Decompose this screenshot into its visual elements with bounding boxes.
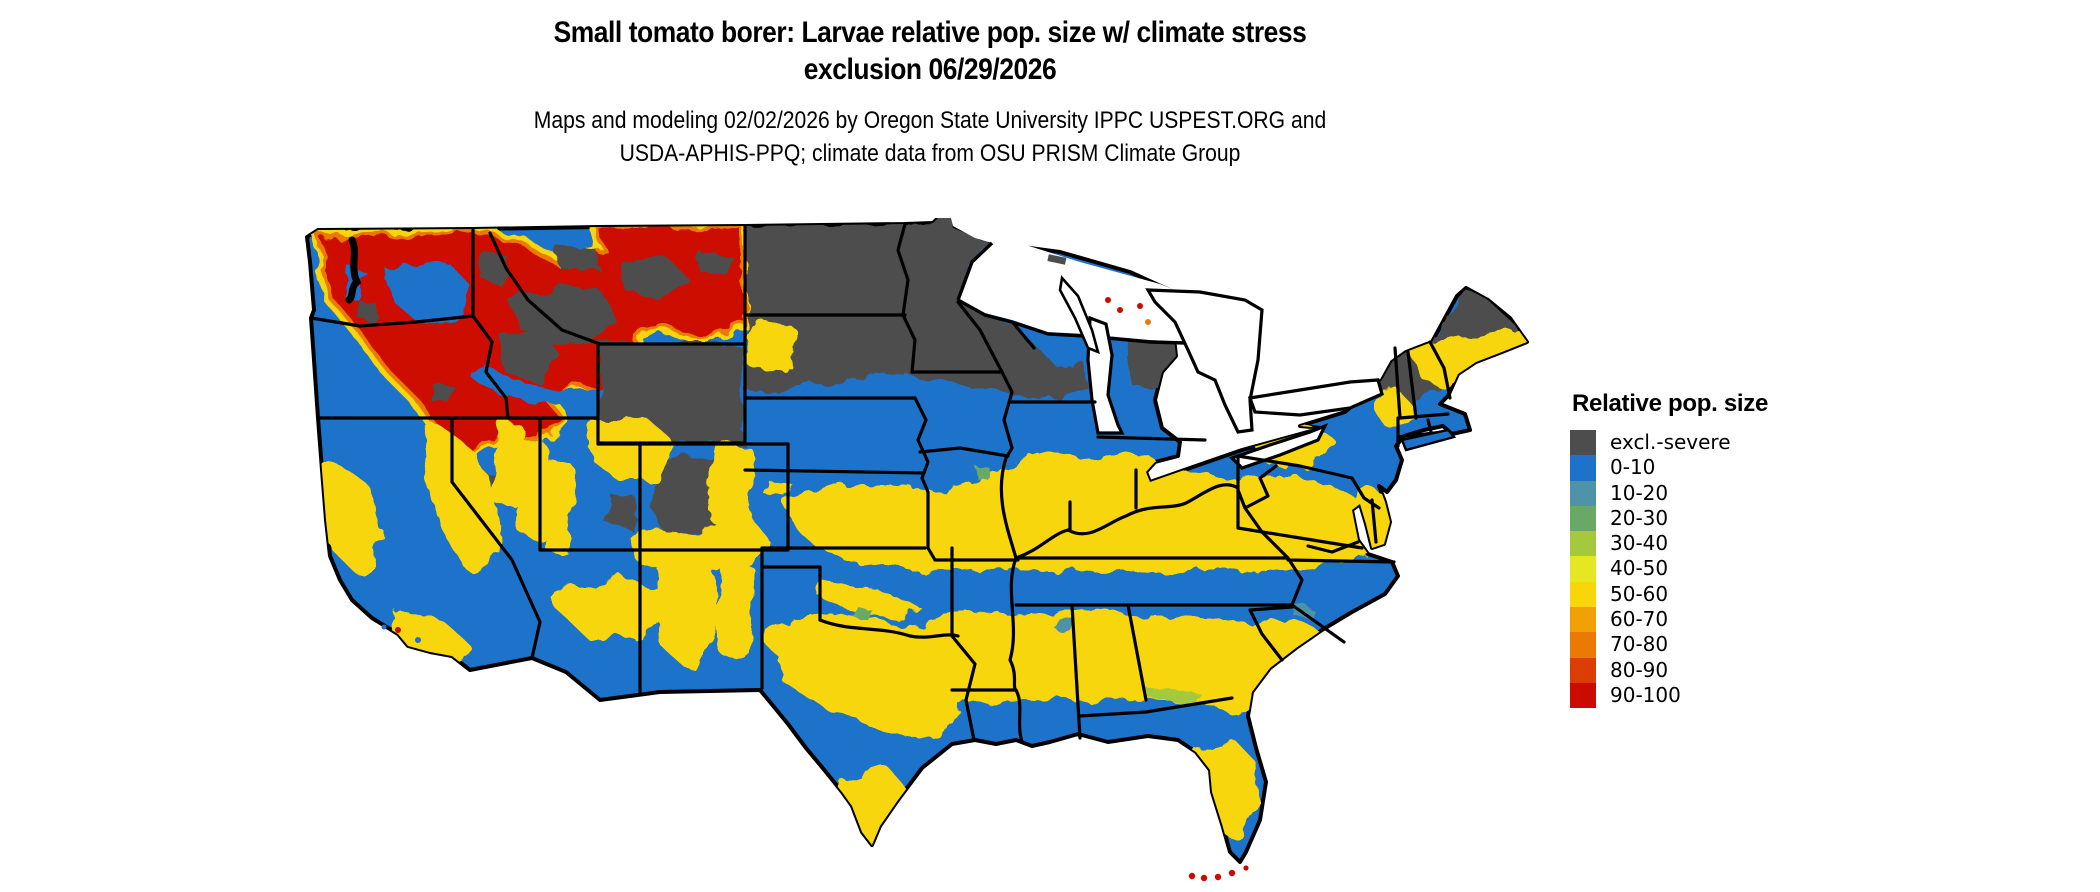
lake-huron — [1145, 288, 1264, 434]
legend-swatch — [1570, 581, 1596, 608]
legend-row: 60-70 — [1570, 607, 1768, 633]
legend-label: 60-70 — [1610, 607, 1669, 632]
legend: Relative pop. size excl.-severe 0-10 10-20… — [1570, 390, 1768, 709]
legend-label: 0-10 — [1610, 455, 1656, 480]
legend-label: 40-50 — [1610, 556, 1669, 581]
legend-swatch — [1570, 607, 1596, 633]
legend-label: excl.-severe — [1610, 430, 1731, 454]
state-borders — [309, 222, 1452, 744]
us-risk-map — [300, 218, 1540, 890]
map-subtitle-line1: Maps and modeling 02/02/2026 by Oregon S… — [533, 107, 1327, 134]
map-subtitle: Maps and modeling 02/02/2026 by Oregon S… — [112, 104, 1749, 170]
legend-row: excl.-severe — [1570, 430, 1768, 456]
legend-row: 70-80 — [1570, 632, 1768, 658]
legend-row: 0-10 — [1570, 455, 1768, 481]
map-title-line2: exclusion 06/29/2026 — [803, 53, 1057, 86]
legend-row: 50-60 — [1570, 581, 1768, 608]
legend-swatch — [1570, 480, 1596, 506]
legend-row: 20-30 — [1570, 505, 1768, 532]
legend-swatch — [1570, 556, 1596, 582]
puget-sound — [345, 236, 362, 304]
legend-swatch — [1570, 505, 1596, 532]
legend-rows: excl.-severe 0-10 10-20 20-30 30-40 40-50 50-6… — [1570, 430, 1768, 709]
us-risk-map-svg — [305, 218, 1529, 882]
green-bay — [1058, 275, 1100, 355]
map-title: Small tomato borer: Larvae relative pop.… — [112, 14, 1749, 88]
legend-swatch — [1570, 657, 1596, 683]
legend-label: 20-30 — [1610, 505, 1669, 530]
map-title-line1: Small tomato borer: Larvae relative pop.… — [553, 16, 1307, 49]
long-island — [1400, 428, 1457, 452]
legend-row: 80-90 — [1570, 657, 1768, 683]
great-lakes — [951, 218, 1384, 470]
legend-label: 90-100 — [1610, 682, 1681, 707]
map-header: Small tomato borer: Larvae relative pop.… — [112, 14, 1749, 170]
legend-row: 10-20 — [1570, 480, 1768, 506]
legend-row: 90-100 — [1570, 682, 1768, 709]
legend-title: Relative pop. size — [1572, 390, 1768, 417]
legend-label: 10-20 — [1610, 480, 1669, 505]
legend-swatch — [1570, 531, 1596, 557]
legend-swatch — [1570, 682, 1596, 709]
legend-label: 30-40 — [1610, 531, 1669, 556]
legend-label: 80-90 — [1610, 657, 1669, 682]
legend-swatch — [1570, 632, 1596, 658]
excluded-severe-layer — [358, 218, 1524, 538]
legend-label: 70-80 — [1610, 632, 1669, 657]
lake-ontario — [1247, 378, 1384, 417]
legend-label: 50-60 — [1610, 581, 1669, 606]
islands-and-details — [345, 236, 1457, 882]
map-subtitle-line2: USDA-APHIS-PPQ; climate data from OSU PR… — [619, 140, 1241, 167]
legend-swatch — [1570, 430, 1596, 456]
legend-row: 30-40 — [1570, 531, 1768, 557]
legend-row: 40-50 — [1570, 556, 1768, 582]
legend-swatch — [1570, 455, 1596, 481]
